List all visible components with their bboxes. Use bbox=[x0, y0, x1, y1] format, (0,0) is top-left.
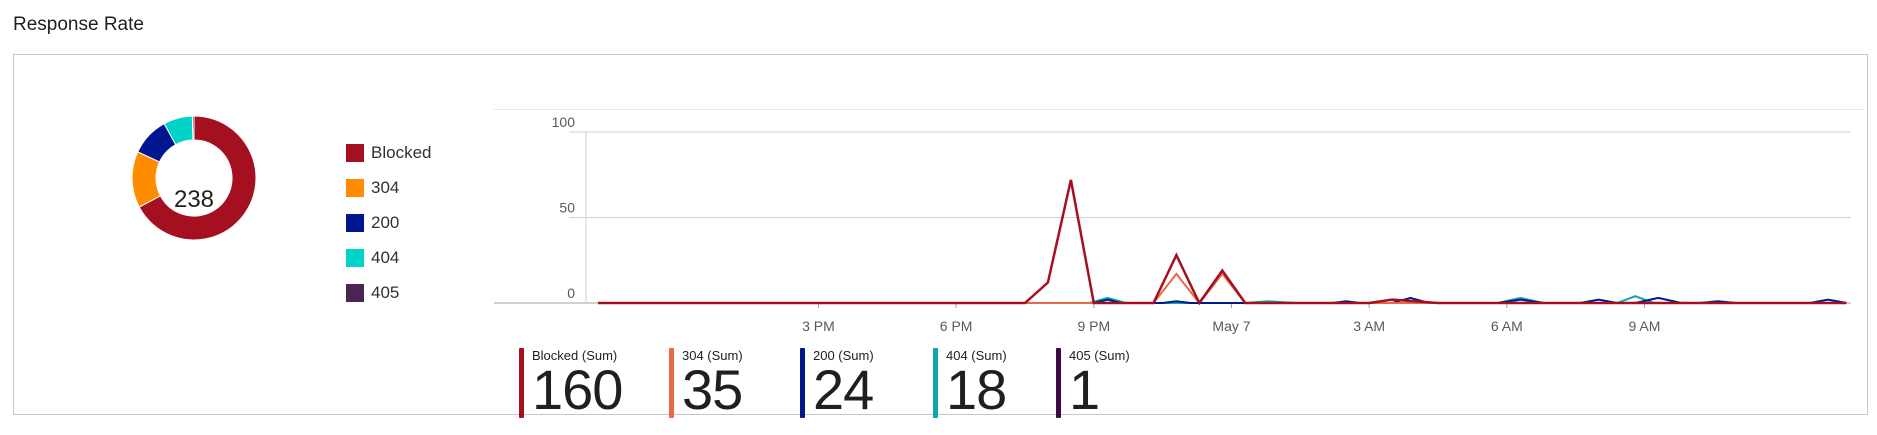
summary-text: 404 (Sum) 18 bbox=[946, 348, 1007, 418]
summary-value: 1 bbox=[1069, 358, 1100, 421]
legend-item-304[interactable]: 304 bbox=[346, 170, 431, 205]
series-line-blocked[interactable] bbox=[598, 179, 1847, 306]
summary-text: 304 (Sum) 35 bbox=[682, 348, 743, 418]
legend-item-blocked[interactable]: Blocked bbox=[346, 135, 431, 170]
y-tick-label: 50 bbox=[559, 200, 575, 216]
summary-color-bar bbox=[800, 348, 805, 418]
summary-color-bar bbox=[519, 348, 524, 418]
summary-item-200[interactable]: 200 (Sum) 24 bbox=[800, 348, 933, 418]
y-tick-label: 100 bbox=[552, 114, 576, 130]
summary-value: 160 bbox=[532, 358, 623, 421]
y-tick-label: 0 bbox=[567, 285, 575, 301]
summary-text: Blocked (Sum) 160 bbox=[532, 348, 623, 421]
summary-item-405[interactable]: 405 (Sum) 1 bbox=[1056, 348, 1156, 418]
legend-swatch bbox=[346, 213, 364, 232]
legend-swatch bbox=[346, 248, 364, 267]
x-tick-label: 9 PM bbox=[1077, 318, 1110, 334]
legend-item-405[interactable]: 405 bbox=[346, 275, 431, 310]
x-tick-label: 6 AM bbox=[1491, 318, 1523, 334]
legend-label: Blocked bbox=[371, 142, 432, 162]
x-tick-label: 6 PM bbox=[940, 318, 973, 334]
summary-label: 405 (Sum) bbox=[1069, 348, 1130, 363]
donut-slice-405[interactable] bbox=[191, 115, 195, 141]
x-tick-label: 9 AM bbox=[1629, 318, 1661, 334]
legend-item-200[interactable]: 200 bbox=[346, 205, 431, 240]
legend-label: 404 bbox=[371, 247, 400, 267]
donut-total: 238 bbox=[173, 186, 215, 213]
summary-label: 200 (Sum) bbox=[813, 348, 874, 363]
summary-color-bar bbox=[669, 348, 674, 418]
summary-value: 24 bbox=[813, 358, 874, 421]
x-tick-label: 3 PM bbox=[802, 318, 835, 334]
summary-value: 18 bbox=[946, 358, 1007, 421]
summary-label: 304 (Sum) bbox=[682, 348, 743, 363]
legend-label: 304 bbox=[371, 177, 400, 197]
summary-color-bar bbox=[933, 348, 938, 418]
summary-label: Blocked (Sum) bbox=[532, 348, 618, 363]
summary-value: 35 bbox=[682, 358, 743, 421]
x-tick-label: May 7 bbox=[1212, 318, 1250, 334]
legend-swatch bbox=[346, 143, 364, 162]
legend-item-404[interactable]: 404 bbox=[346, 240, 431, 275]
donut-chart[interactable] bbox=[14, 55, 314, 355]
response-rate-panel: 238 Blocked 304 200 404 405 0 50 100 3 PM 6 PM 9 … bbox=[13, 54, 1868, 418]
legend-swatch bbox=[346, 283, 364, 302]
summary-item-404[interactable]: 404 (Sum) 18 bbox=[933, 348, 1056, 418]
line-chart[interactable]: 0 50 100 3 PM 6 PM 9 PM May 7 3 AM 6 AM 9 AM bbox=[494, 109, 1864, 339]
donut-legend: Blocked 304 200 404 405 bbox=[346, 135, 431, 310]
series-summary: Blocked (Sum) 160 304 (Sum) 35 200 (Sum) 24 40… bbox=[519, 348, 1156, 418]
summary-label: 404 (Sum) bbox=[946, 348, 1007, 363]
summary-item-304[interactable]: 304 (Sum) 35 bbox=[669, 348, 800, 418]
summary-text: 405 (Sum) 1 bbox=[1069, 348, 1130, 418]
legend-label: 405 bbox=[371, 282, 400, 302]
summary-item-blocked[interactable]: Blocked (Sum) 160 bbox=[519, 348, 669, 418]
legend-swatch bbox=[346, 178, 364, 197]
donut-slice-blocked[interactable] bbox=[138, 115, 257, 241]
legend-label: 200 bbox=[371, 212, 400, 232]
summary-text: 200 (Sum) 24 bbox=[813, 348, 874, 418]
x-tick-label: 3 AM bbox=[1353, 318, 1385, 334]
panel-title: Response Rate bbox=[13, 14, 144, 35]
summary-color-bar bbox=[1056, 348, 1061, 418]
